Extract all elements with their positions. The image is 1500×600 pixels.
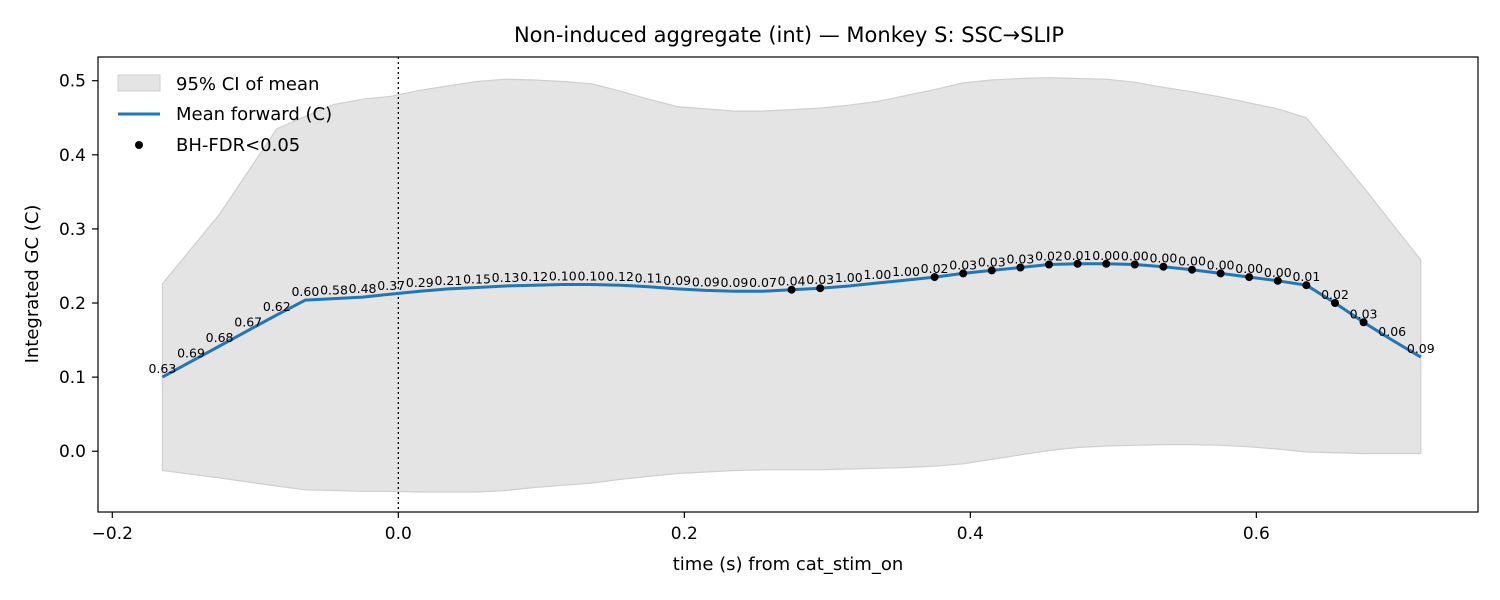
y-tick-label: 0.1 xyxy=(59,368,86,388)
significant-point xyxy=(1245,273,1254,282)
p-value-label: 0.69 xyxy=(177,346,205,361)
p-value-label: 0.13 xyxy=(492,270,520,285)
p-value-label: 0.02 xyxy=(921,261,949,276)
p-value-label: 0.03 xyxy=(949,257,977,272)
y-tick-label: 0.5 xyxy=(59,72,86,92)
significant-point xyxy=(1273,276,1282,285)
p-value-labels-layer: 0.630.690.680.670.620.60 0.58 0.48 0.37 0.29… xyxy=(148,248,1434,376)
legend-point-swatch xyxy=(135,141,143,149)
y-tick-label: 0.0 xyxy=(59,442,86,462)
significant-point xyxy=(1302,281,1311,290)
p-value-label: 0.48 xyxy=(349,281,377,296)
significant-point xyxy=(959,269,968,278)
p-value-label: 0.63 xyxy=(148,361,176,376)
p-value-label: 0.00 xyxy=(1092,248,1120,263)
x-axis-ticks: −0.2 0.0 0.2 0.4 0.6 xyxy=(92,512,1270,544)
p-value-label: 0.03 xyxy=(1006,252,1034,267)
p-value-label: 1.00 xyxy=(835,270,863,285)
p-value-label: 0.37 xyxy=(377,278,405,293)
legend: 95% CI of mean Mean forward (C) BH-FDR<0… xyxy=(117,74,332,156)
x-tick-label: −0.2 xyxy=(92,524,133,544)
p-value-label: 0.29 xyxy=(406,275,434,290)
y-axis-label: Integrated GC (C) xyxy=(22,205,43,364)
p-value-label: 0.06 xyxy=(1378,324,1406,339)
significant-point xyxy=(1359,318,1368,327)
p-value-label: 0.04 xyxy=(778,274,806,289)
y-tick-label: 0.2 xyxy=(59,294,86,314)
p-value-label: 0.00 xyxy=(1149,251,1177,266)
p-value-label: 1.00 xyxy=(863,267,891,282)
p-value-label: 0.09 xyxy=(692,274,720,289)
significant-point xyxy=(1016,263,1025,272)
p-value-label: 0.60 xyxy=(291,284,319,299)
y-axis-ticks: 0.0 0.1 0.2 0.3 0.4 0.5 xyxy=(59,72,98,462)
significant-point xyxy=(930,273,939,282)
x-axis-label: time (s) from cat_stim_on xyxy=(673,554,904,575)
ci-band xyxy=(161,77,1422,493)
p-value-label: 0.00 xyxy=(1121,249,1149,264)
x-tick-label: 0.0 xyxy=(385,524,412,544)
p-value-label: 0.11 xyxy=(635,271,663,286)
p-value-label: 0.03 xyxy=(806,272,834,287)
significant-point xyxy=(1045,260,1053,269)
p-value-label: 0.07 xyxy=(749,275,777,290)
p-value-label: 0.00 xyxy=(1264,265,1292,280)
p-value-label: 0.03 xyxy=(1350,306,1378,321)
chart-title: Non-induced aggregate (int) — Monkey S: … xyxy=(514,23,1064,47)
p-value-label: 0.21 xyxy=(434,273,462,288)
p-value-label: 0.00 xyxy=(1235,261,1263,276)
p-value-label: 0.02 xyxy=(1321,287,1349,302)
p-value-label: 0.67 xyxy=(234,314,262,329)
p-value-label: 0.15 xyxy=(463,272,491,287)
legend-ci-swatch xyxy=(117,74,161,92)
p-value-label: 0.01 xyxy=(1064,248,1092,263)
p-value-label: 0.58 xyxy=(320,283,348,298)
x-tick-label: 0.4 xyxy=(957,524,984,544)
legend-point-label: BH-FDR<0.05 xyxy=(176,135,300,156)
p-value-label: 0.10 xyxy=(549,269,577,284)
p-value-label: 0.09 xyxy=(720,275,748,290)
significant-point xyxy=(1130,260,1139,269)
p-value-label: 0.03 xyxy=(978,254,1006,269)
p-value-label: 0.09 xyxy=(1407,341,1435,356)
significant-point xyxy=(1102,259,1111,268)
significant-point xyxy=(1159,262,1168,271)
p-value-label: 0.00 xyxy=(1207,257,1235,272)
x-tick-label: 0.2 xyxy=(671,524,698,544)
p-value-label: 0.02 xyxy=(1035,249,1063,264)
significant-point xyxy=(1073,259,1082,268)
significant-point xyxy=(1188,265,1196,274)
p-value-label: 0.12 xyxy=(520,269,548,284)
p-value-label: 0.62 xyxy=(263,299,291,314)
y-tick-label: 0.3 xyxy=(59,220,86,240)
significant-point xyxy=(816,284,825,293)
significant-point xyxy=(1331,299,1339,307)
x-tick-label: 0.6 xyxy=(1243,524,1270,544)
significant-point xyxy=(1216,269,1225,278)
ci-band-layer xyxy=(161,77,1422,493)
plot-frame xyxy=(97,56,1479,513)
significant-point xyxy=(787,285,796,294)
significance-points-layer xyxy=(787,259,1368,327)
p-value-label: 0.00 xyxy=(1178,254,1206,269)
p-value-label: 0.12 xyxy=(606,269,634,284)
p-value-label: 1.00 xyxy=(892,264,920,279)
legend-ci-label: 95% CI of mean xyxy=(176,74,319,95)
y-tick-label: 0.4 xyxy=(59,146,86,166)
p-value-label: 0.09 xyxy=(663,273,691,288)
p-value-label: 0.68 xyxy=(206,330,234,345)
significant-point xyxy=(987,266,996,275)
p-value-label: 0.01 xyxy=(1292,269,1320,284)
legend-line-label: Mean forward (C) xyxy=(176,104,332,125)
p-value-label: 0.10 xyxy=(577,269,605,284)
